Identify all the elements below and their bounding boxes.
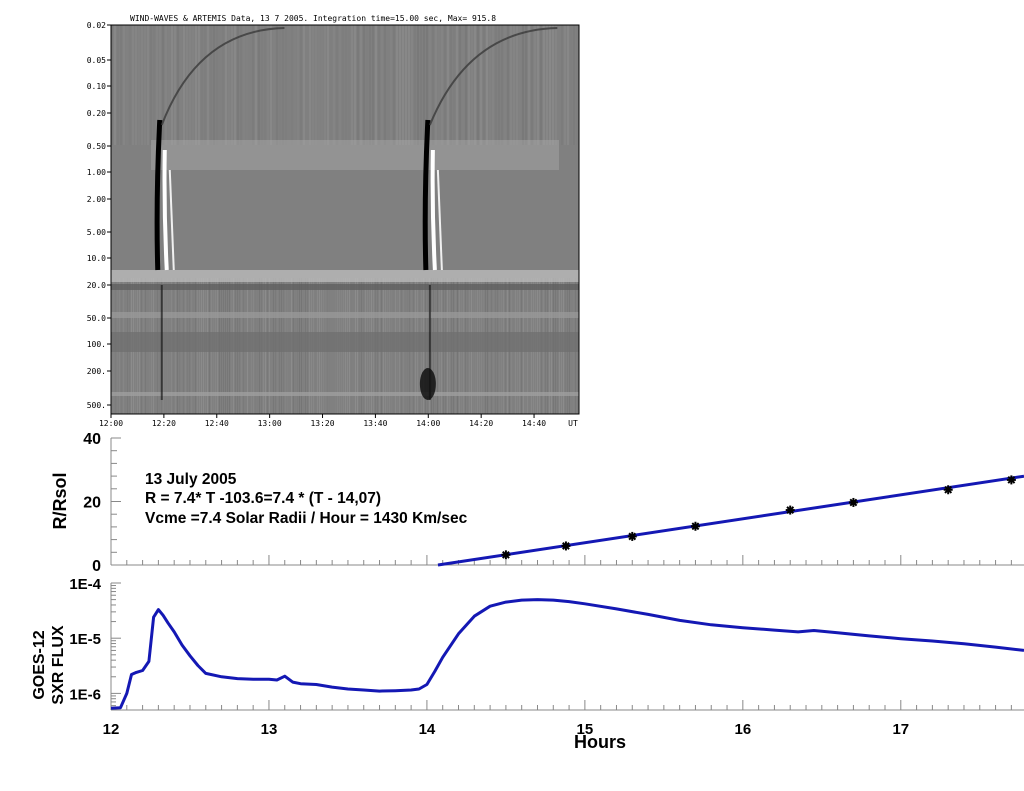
annotation-velocity: Vcme =7.4 Solar Radii / Hour = 1430 Km/s…: [145, 510, 468, 527]
flux-panel: 1E-4 1E-5 1E-6 12 13 14 15 16 17 GOES-12 SXR FL…: [31, 576, 1024, 752]
flux-y-tick-label: 1E-5: [69, 631, 101, 648]
spectrogram-y-tick-label: 200.: [87, 367, 106, 376]
flux-x-tick-label: 13: [261, 721, 278, 738]
flux-x-tick-label: 17: [892, 721, 909, 738]
spectrogram-y-tick-label: 500.: [87, 401, 106, 410]
radius-data-point: [501, 550, 511, 560]
flux-y-label-line1: GOES-12: [31, 630, 48, 699]
flux-x-tick-label: 14: [419, 721, 436, 738]
linear-fit-line: [437, 474, 1024, 567]
spectrogram-y-tick-label: 50.0: [87, 314, 106, 323]
flux-series-line: [110, 598, 1024, 710]
spectrogram-y-tick-label: 0.05: [87, 56, 106, 65]
spectrogram-y-tick-label: 1.00: [87, 168, 106, 177]
spectrogram-x-tick-label: 12:40: [205, 419, 229, 428]
radius-data-point: [848, 497, 858, 507]
spectrogram-y-tick-label: 0.50: [87, 142, 106, 151]
spectrogram-frame: [110, 24, 580, 415]
spectrogram-x-tick-label: UT: [568, 419, 578, 428]
spectrogram-y-tick-label: 0.02: [87, 21, 106, 30]
spectrogram-x-tick-label: 14:40: [522, 419, 546, 428]
spectrogram-y-ticks: 0.02 0.05 0.10 0.20 0.50 1.00 2.00 5.00 10.0 20.0…: [87, 21, 111, 410]
spectrogram-y-tick-label: 20.0: [87, 281, 106, 290]
radius-panel: 0 20 40 R/Rsol 13 July 2005 R = 7.4* T -10…: [50, 431, 1024, 575]
radius-data-point: [627, 531, 637, 541]
flux-y-tick-label: 1E-6: [69, 686, 101, 703]
spectrogram-x-tick-label: 14:20: [469, 419, 493, 428]
flux-x-ticks: 12 13 14 15 16 17: [103, 721, 909, 738]
flux-minor-ticks: [110, 582, 1012, 711]
spectrogram-texture: [111, 25, 579, 414]
spectrogram-title: WIND-WAVES & ARTEMIS Data, 13 7 2005. In…: [130, 14, 496, 23]
flux-x-label: Hours: [574, 732, 626, 752]
flux-x-tick-label: 15: [577, 721, 594, 738]
spectrogram-y-tick-label: 10.0: [87, 254, 106, 263]
flux-x-tick-label: 12: [103, 721, 120, 738]
flux-y-ticks: 1E-4 1E-5 1E-6: [69, 576, 101, 703]
radius-y-label: R/Rsol: [50, 472, 70, 529]
radius-data-point: [561, 541, 571, 551]
flux-y-label-line2: SXR FLUX: [50, 625, 67, 704]
spectrogram-y-tick-label: 0.20: [87, 109, 106, 118]
spectrogram-y-tick-label: 0.10: [87, 82, 106, 91]
flux-x-tick-label: 16: [734, 721, 751, 738]
radius-data-point: [785, 505, 795, 515]
spectrogram-x-tick-label: 13:40: [363, 419, 387, 428]
radius-data-point: [690, 521, 700, 531]
spectrogram-x-tick-label: 13:00: [258, 419, 282, 428]
radius-y-tick-label: 20: [83, 495, 101, 512]
flux-y-tick-label: 1E-4: [69, 576, 101, 593]
radius-data-point: [943, 485, 953, 495]
annotation-date: 13 July 2005: [145, 471, 237, 488]
radius-y-tick-label: 40: [83, 431, 101, 448]
spectrogram-y-tick-label: 2.00: [87, 195, 106, 204]
spectrogram-x-tick-label: 13:20: [310, 419, 334, 428]
annotation-fit-equation: R = 7.4* T -103.6=7.4 * (T - 14,07): [145, 490, 381, 507]
spectrogram-x-tick-label: 12:00: [99, 419, 123, 428]
radius-data-point: [1006, 475, 1016, 485]
spectrogram-x-ticks: 12:00 12:20 12:40 13:00 13:20 13:40 14:00 14:20…: [99, 414, 578, 428]
radius-y-ticks: 0 20 40: [83, 431, 101, 575]
spectrogram-x-tick-label: 14:00: [416, 419, 440, 428]
spectrogram-panel: WIND-WAVES & ARTEMIS Data, 13 7 2005. In…: [87, 14, 580, 428]
radius-y-tick-label: 0: [92, 558, 101, 575]
spectrogram-y-tick-label: 100.: [87, 340, 106, 349]
spectrogram-bursts: [154, 27, 558, 400]
spectrogram-x-tick-label: 12:20: [152, 419, 176, 428]
spectrogram-y-tick-label: 5.00: [87, 228, 106, 237]
radius-data-points: [501, 475, 1016, 560]
